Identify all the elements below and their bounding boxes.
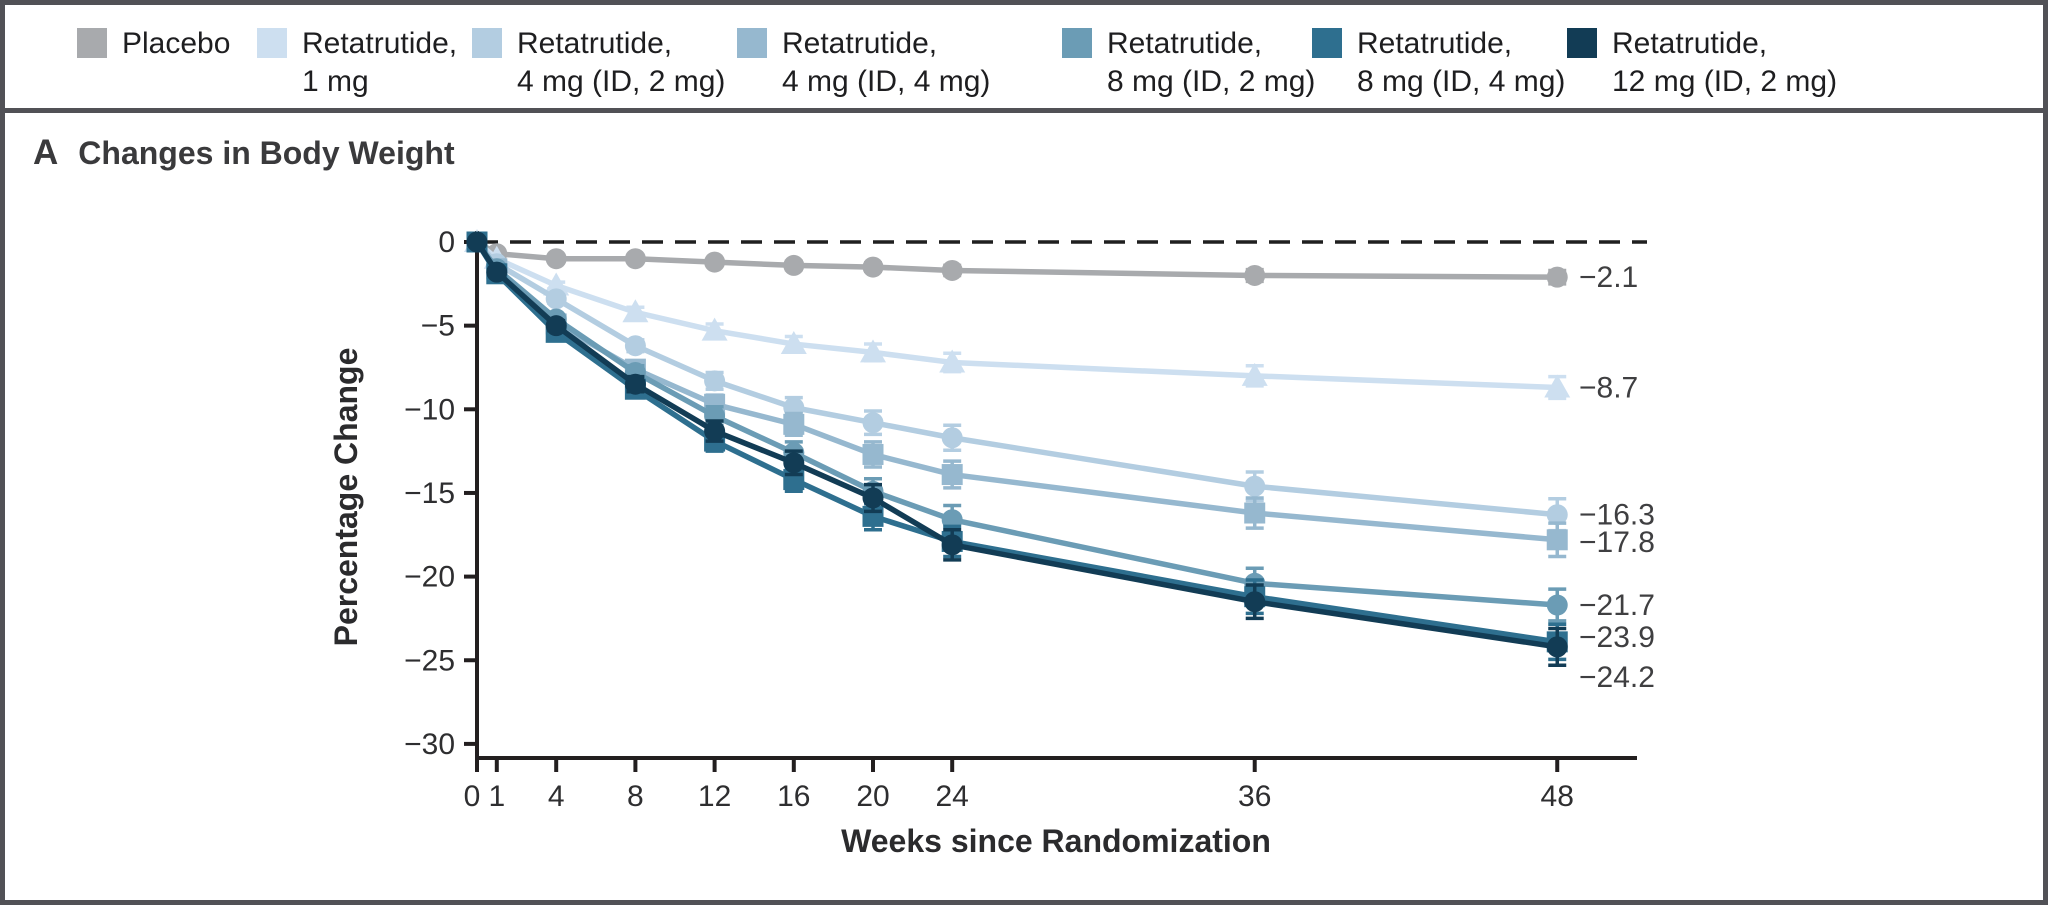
- data-point-circle: [624, 248, 646, 270]
- data-point-circle: [1244, 591, 1266, 613]
- data-point-circle: [941, 259, 963, 281]
- data-point-circle: [704, 370, 726, 392]
- series-end-value-label: −23.9: [1579, 621, 1655, 654]
- data-point-circle: [941, 534, 963, 556]
- series-end-value-label: −24.2: [1579, 661, 1655, 694]
- legend-label: Retatrutide, 8 mg (ID, 4 mg): [1357, 27, 1566, 98]
- panel-title: A Changes in Body Weight: [33, 133, 455, 173]
- series-line: [474, 239, 1560, 518]
- data-point-circle: [624, 373, 646, 395]
- series-end-value-label: −8.7: [1579, 372, 1638, 405]
- x-tick-label: 16: [777, 780, 810, 813]
- legend-swatch: [1567, 28, 1597, 58]
- legend-label: Retatrutide, 8 mg (ID, 2 mg): [1107, 27, 1316, 98]
- data-point-circle: [545, 315, 567, 337]
- x-axis-title: Weeks since Randomization: [841, 823, 1271, 859]
- data-point-triangle: [860, 339, 886, 363]
- series-line: [474, 239, 1560, 608]
- series-line: [474, 239, 1560, 650]
- x-tick-label: 48: [1541, 780, 1574, 813]
- data-point-circle: [466, 231, 488, 253]
- x-tick-label: 12: [698, 780, 731, 813]
- panel-title-text: Changes in Body Weight: [78, 135, 455, 171]
- data-point-triangle: [622, 299, 649, 323]
- series-line: [474, 239, 1560, 280]
- data-point-circle: [624, 335, 646, 357]
- data-point-circle: [1546, 594, 1568, 616]
- data-point-circle: [1244, 475, 1266, 497]
- panel-letter: A: [33, 133, 59, 172]
- y-axis-title: Percentage Change: [328, 348, 364, 647]
- data-point-square: [1244, 502, 1266, 524]
- y-tick-label: −25: [404, 644, 455, 677]
- data-point-triangle: [780, 331, 807, 355]
- y-tick-label: −15: [404, 477, 455, 510]
- data-point-circle: [704, 251, 726, 273]
- data-point-square: [941, 464, 963, 486]
- legend-swatch: [1062, 28, 1092, 58]
- legend-label: Placebo: [122, 27, 231, 60]
- x-tick-label: 36: [1238, 780, 1271, 813]
- data-point-circle: [783, 254, 805, 276]
- data-point-triangle: [939, 349, 966, 373]
- legend-item: Retatrutide, 8 mg (ID, 2 mg): [1062, 25, 1315, 101]
- data-point-circle: [941, 427, 963, 449]
- data-point-circle: [545, 288, 567, 310]
- data-point-triangle: [701, 317, 728, 341]
- x-tick-label: 8: [627, 780, 644, 813]
- data-point-square: [1546, 529, 1568, 551]
- data-point-circle: [545, 248, 567, 270]
- x-tick-label: 1: [488, 780, 505, 813]
- legend-swatch: [472, 28, 502, 58]
- series-end-value-label: −21.7: [1579, 589, 1655, 622]
- data-point-triangle: [543, 272, 570, 296]
- series-line: [474, 239, 1560, 645]
- legend-label: Retatrutide, 12 mg (ID, 2 mg): [1612, 27, 1838, 98]
- series-line: [474, 239, 1560, 391]
- data-point-circle: [862, 256, 884, 278]
- legend-label: Retatrutide, 4 mg (ID, 4 mg): [782, 27, 991, 98]
- data-point-circle: [783, 452, 805, 474]
- series-end-value-label: −2.1: [1579, 261, 1638, 294]
- series-end-value-label: −16.3: [1579, 499, 1655, 532]
- y-tick-label: 0: [438, 226, 455, 259]
- x-tick-label: 24: [936, 780, 969, 813]
- legend-item: Retatrutide, 4 mg (ID, 4 mg): [737, 25, 990, 101]
- x-tick-label: 4: [548, 780, 565, 813]
- y-tick-label: −10: [404, 393, 455, 426]
- data-point-circle: [1546, 636, 1568, 658]
- chart: 0−5−10−15−20−25−300 1 4 8 12 16 20 24 36 48−2.1−8…: [328, 226, 1655, 859]
- chart-layers: 0−5−10−15−20−25−300 1 4 8 12 16 20 24 36 48−2.1−8…: [404, 226, 1655, 813]
- x-tick-label: 0: [464, 780, 481, 813]
- legend-label: Retatrutide, 1 mg: [302, 27, 458, 98]
- data-point-circle: [862, 487, 884, 509]
- series-end-value-label: −17.8: [1579, 526, 1655, 559]
- x-tick-label: 20: [856, 780, 889, 813]
- legend-swatch: [737, 28, 767, 58]
- legend-swatch: [257, 28, 287, 58]
- data-point-circle: [862, 412, 884, 434]
- legend-item: Retatrutide, 12 mg (ID, 2 mg): [1567, 25, 1837, 101]
- data-point-circle: [1546, 504, 1568, 526]
- y-tick-label: −20: [404, 561, 455, 594]
- legend-swatch: [77, 28, 107, 58]
- legend-swatch: [1312, 28, 1342, 58]
- legend-label: Retatrutide, 4 mg (ID, 2 mg): [517, 27, 726, 98]
- data-point-circle: [704, 420, 726, 442]
- data-point-circle: [1546, 266, 1568, 288]
- data-point-circle: [1244, 264, 1266, 286]
- data-point-square: [783, 413, 805, 435]
- legend-item: Retatrutide, 8 mg (ID, 4 mg): [1312, 25, 1565, 101]
- legend-item: Retatrutide, 1 mg: [257, 25, 457, 101]
- legend-item: Retatrutide, 4 mg (ID, 2 mg): [472, 25, 725, 101]
- data-point-triangle: [1544, 374, 1571, 398]
- y-tick-label: −30: [404, 728, 455, 761]
- legend: Placebo Retatrutide, 1 mg Retatrutide, 4 mg …: [5, 5, 2043, 113]
- data-point-triangle: [1241, 362, 1268, 386]
- legend-item: Placebo: [77, 25, 230, 63]
- data-point-circle: [486, 261, 508, 283]
- data-point-square: [862, 443, 884, 465]
- y-tick-label: −5: [421, 310, 455, 343]
